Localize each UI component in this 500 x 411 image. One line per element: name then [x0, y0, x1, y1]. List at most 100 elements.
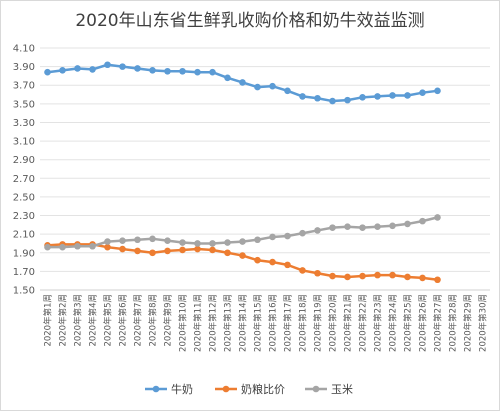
- data-point: [239, 79, 246, 86]
- y-tick-label: 4.10: [13, 44, 35, 55]
- x-tick-label: 2020年第25周: [403, 294, 414, 352]
- data-point: [284, 261, 291, 269]
- series-3: [44, 214, 441, 251]
- data-point: [134, 65, 141, 72]
- legend-item: 玉米: [305, 383, 353, 396]
- data-point: [194, 245, 201, 253]
- data-point: [254, 83, 261, 91]
- data-point: [314, 94, 321, 102]
- data-point: [374, 223, 381, 231]
- data-point: [374, 271, 381, 279]
- series-1: [44, 61, 441, 105]
- x-tick-label: 2020年第1周: [43, 294, 54, 347]
- data-point: [434, 276, 441, 284]
- data-point: [404, 220, 411, 228]
- x-tick-label: 2020年第5周: [103, 294, 114, 347]
- data-point: [269, 233, 276, 241]
- data-point: [119, 63, 126, 70]
- legend: 牛奶 奶粮比价 玉米: [145, 382, 353, 396]
- data-point: [224, 74, 231, 82]
- y-tick-label: 3.30: [13, 118, 35, 129]
- data-point: [404, 92, 411, 99]
- data-point: [419, 89, 426, 96]
- data-point: [284, 232, 291, 240]
- y-tick-label: 3.90: [13, 62, 35, 73]
- x-tick-label: 2020年第2周: [58, 294, 69, 347]
- data-point: [299, 229, 306, 237]
- data-point: [194, 68, 201, 76]
- data-point: [359, 94, 366, 101]
- data-point: [44, 243, 51, 251]
- data-point: [179, 246, 186, 254]
- x-tick-label: 2020年第13周: [223, 294, 234, 352]
- data-point: [179, 67, 186, 75]
- data-point: [419, 217, 426, 225]
- data-point: [359, 272, 366, 280]
- data-point: [104, 61, 111, 69]
- data-point: [434, 87, 441, 95]
- data-point: [224, 249, 231, 257]
- legend-label: 奶粮比价: [241, 382, 285, 396]
- data-point: [404, 273, 411, 281]
- x-tick-label: 2020年第9周: [163, 294, 174, 347]
- y-tick-label: 1.70: [13, 267, 35, 278]
- x-tick-label: 2020年第17周: [283, 294, 294, 352]
- data-point: [239, 252, 246, 259]
- x-tick-label: 2020年第23周: [373, 294, 384, 352]
- legend-marker: [312, 385, 320, 393]
- data-point: [314, 227, 321, 234]
- data-point: [254, 236, 261, 244]
- data-point: [224, 239, 231, 246]
- data-point: [104, 243, 111, 251]
- legend-label: 牛奶: [171, 382, 193, 396]
- data-point: [89, 66, 96, 73]
- y-tick-label: 2.70: [13, 174, 35, 185]
- y-tick-label: 1.90: [13, 248, 35, 259]
- data-point: [209, 240, 216, 247]
- data-point: [314, 269, 321, 277]
- data-point: [299, 93, 306, 100]
- legend-marker: [152, 385, 160, 393]
- data-point: [344, 96, 351, 104]
- data-point: [284, 87, 291, 95]
- y-tick-label: 1.50: [13, 286, 35, 297]
- x-tick-label: 2020年第21周: [343, 294, 354, 352]
- data-point: [134, 236, 141, 244]
- legend-marker: [222, 385, 230, 393]
- x-tick-label: 2020年第28周: [448, 294, 459, 352]
- x-tick-label: 2020年第11周: [193, 294, 204, 352]
- data-point: [329, 224, 336, 231]
- x-tick-label: 2020年第7周: [133, 294, 144, 347]
- data-point: [149, 67, 156, 74]
- x-tick-label: 2020年第4周: [88, 294, 99, 347]
- x-tick-label: 2020年第20周: [328, 294, 339, 352]
- y-tick-label: 3.70: [13, 81, 35, 92]
- x-tick-label: 2020年第15周: [253, 294, 264, 352]
- data-point: [134, 247, 141, 255]
- data-point: [59, 243, 66, 251]
- x-tick-label: 2020年第24周: [388, 294, 399, 352]
- x-tick-label: 2020年第6周: [118, 294, 129, 347]
- legend-item: 牛奶: [145, 382, 193, 396]
- data-point: [74, 65, 81, 72]
- data-point: [119, 237, 126, 244]
- data-point: [209, 246, 216, 254]
- y-tick-label: 2.50: [13, 192, 35, 203]
- y-tick-label: 2.30: [13, 211, 35, 222]
- data-point: [344, 273, 351, 281]
- chart-title: 2020年山东省生鲜乳收购价格和奶牛效益监测: [75, 11, 425, 31]
- data-point: [209, 68, 216, 76]
- y-axis-ticks: 4.10 3.90 3.70 3.50 3.30 3.10 2.90 2.70 2.50 2.30…: [13, 44, 35, 297]
- x-tick-label: 2020年第19周: [313, 294, 324, 352]
- data-point: [149, 249, 156, 257]
- data-point: [344, 223, 351, 231]
- x-tick-label: 2020年第22周: [358, 294, 369, 352]
- data-point: [149, 235, 156, 243]
- data-point: [389, 271, 396, 279]
- series-layer: [44, 61, 441, 284]
- x-tick-label: 2020年第27周: [433, 294, 444, 352]
- x-axis-ticks: 2020年第1周 2020年第2周 2020年第3周 2020年第4周 2020年第5周…: [43, 294, 489, 352]
- data-point: [389, 222, 396, 230]
- legend-item: 奶粮比价: [215, 382, 285, 396]
